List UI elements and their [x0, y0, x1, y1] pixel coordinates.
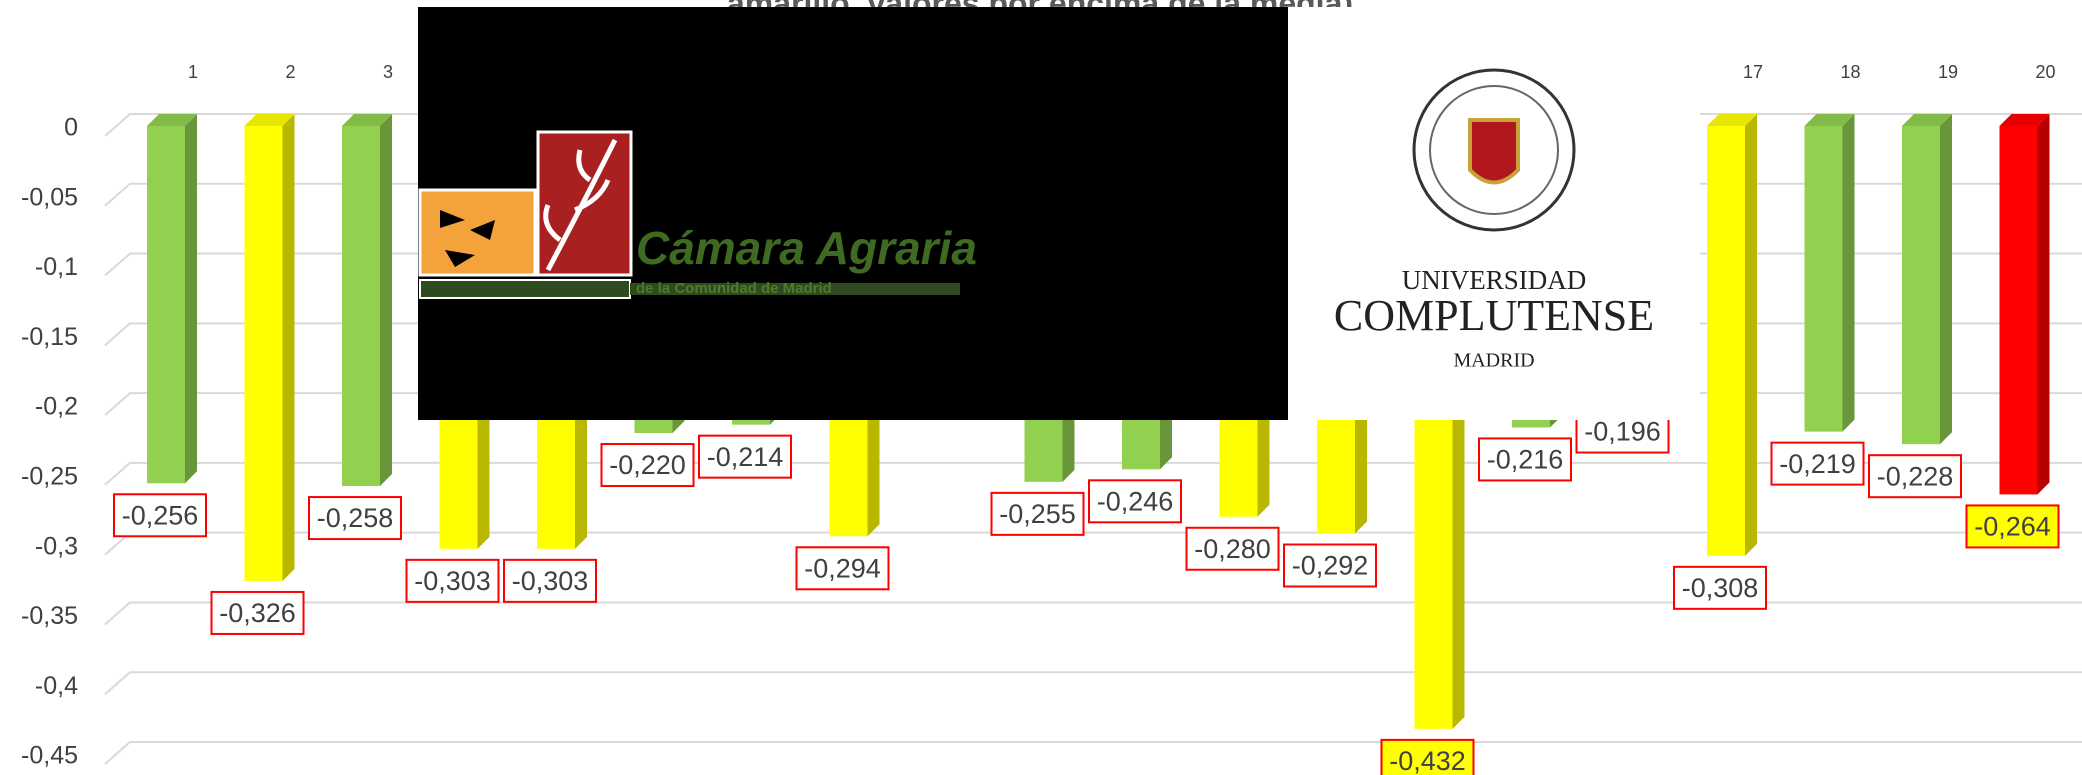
y-tick-label: -0,4 [35, 672, 78, 700]
bar [1707, 126, 1745, 556]
bar-side [1745, 114, 1757, 556]
logo-text: de la Comunidad de Madrid [636, 280, 832, 297]
data-label-box [1673, 565, 1767, 610]
logo-seal [1429, 85, 1559, 215]
grid-line [104, 601, 2082, 626]
y-tick-label: -0,45 [21, 742, 78, 770]
x-tick-label: 2 [285, 62, 295, 82]
grid-line [104, 671, 2082, 695]
y-tick-label: -0,15 [21, 323, 78, 351]
y-tick-label: -0,25 [21, 462, 78, 490]
bar-top [1804, 114, 1855, 126]
grid-line [104, 741, 2082, 765]
y-tick-label: -0,2 [35, 393, 78, 421]
logo-text: MADRID [1453, 350, 1534, 372]
data-label: -0,308 [1682, 573, 1759, 603]
bar-top [147, 114, 197, 126]
bar-top [1999, 114, 2050, 126]
data-label: -0,294 [804, 553, 881, 583]
y-tick-label: -0,35 [21, 602, 78, 630]
x-tick-label: 3 [383, 62, 393, 82]
bar-top [342, 114, 392, 126]
data-label: -0,228 [1877, 461, 1954, 491]
data-label: -0,280 [1194, 534, 1271, 564]
bar-side [1842, 114, 1855, 432]
logo-orange-square [418, 188, 537, 277]
logo-seed [440, 210, 495, 267]
logo-bar [630, 283, 960, 295]
y-tick-label: -0,3 [35, 532, 78, 560]
data-label-box [1380, 738, 1475, 775]
data-label-box [210, 590, 305, 635]
bar [1902, 126, 1940, 445]
logo-leaf [543, 138, 618, 272]
data-label: -0,255 [999, 499, 1076, 529]
data-label-box [990, 491, 1085, 536]
data-label: -0,303 [414, 566, 491, 596]
bar [1804, 126, 1843, 432]
logo-seal [1412, 68, 1576, 232]
data-label-box [503, 558, 597, 603]
logos: Cámara Agraria de la Comunidad de Madrid… [418, 7, 1700, 420]
data-label: -0,292 [1292, 551, 1369, 581]
data-label: -0,432 [1389, 746, 1466, 775]
data-label: -0,216 [1487, 445, 1564, 475]
data-label-box [1088, 479, 1182, 524]
data-label-box [1770, 441, 1865, 486]
bar-side [282, 114, 295, 581]
logo-bar [419, 279, 631, 299]
data-label-box [1868, 454, 1962, 499]
data-label-box [308, 496, 402, 541]
bar-side [185, 114, 197, 484]
data-label: -0,219 [1779, 449, 1856, 479]
y-tick-label: 0 [64, 114, 78, 142]
bar-top [1902, 114, 1952, 126]
data-label: -0,258 [317, 503, 394, 533]
bar-side [380, 114, 392, 487]
data-label-box [405, 558, 500, 603]
data-label-box [1478, 437, 1572, 482]
data-label: -0,196 [1584, 417, 1661, 447]
bar [147, 126, 185, 484]
bar [244, 126, 283, 581]
logo-shield [1468, 118, 1520, 185]
data-label-box [795, 546, 890, 591]
logo-text: Cámara Agraria [636, 222, 977, 274]
y-tick-label: -0,05 [21, 183, 78, 211]
logo-text: COMPLUTENSE [1334, 291, 1654, 340]
bar-side [1940, 114, 1952, 445]
data-label: -0,256 [122, 500, 199, 530]
data-label: -0,303 [512, 566, 589, 596]
x-tick-label: 19 [1938, 62, 1958, 82]
x-tick-label: 17 [1743, 62, 1763, 82]
data-label-box [113, 493, 207, 538]
data-label-box [1965, 504, 2060, 549]
data-label-box [1185, 526, 1280, 571]
data-label: -0,214 [707, 442, 784, 472]
logo-text: UNIVERSIDAD [1402, 265, 1587, 295]
data-label: -0,326 [219, 598, 296, 628]
data-label: -0,246 [1097, 486, 1174, 516]
bar [1999, 126, 2038, 495]
bar-side [2037, 114, 2050, 495]
bar-top [1707, 114, 1757, 126]
bar-top [244, 114, 295, 126]
logo-red-square [536, 130, 633, 277]
x-tick-label: 18 [1840, 62, 1860, 82]
x-tick-label: 1 [188, 62, 198, 82]
data-label-box [1283, 543, 1377, 588]
y-tick-label: -0,1 [35, 253, 78, 281]
x-tick-label: 20 [2035, 62, 2055, 82]
data-label: -0,264 [1974, 512, 2051, 542]
bar [342, 126, 380, 487]
data-label: -0,220 [609, 450, 686, 480]
data-label-box [600, 443, 695, 488]
data-label-box [698, 434, 792, 479]
